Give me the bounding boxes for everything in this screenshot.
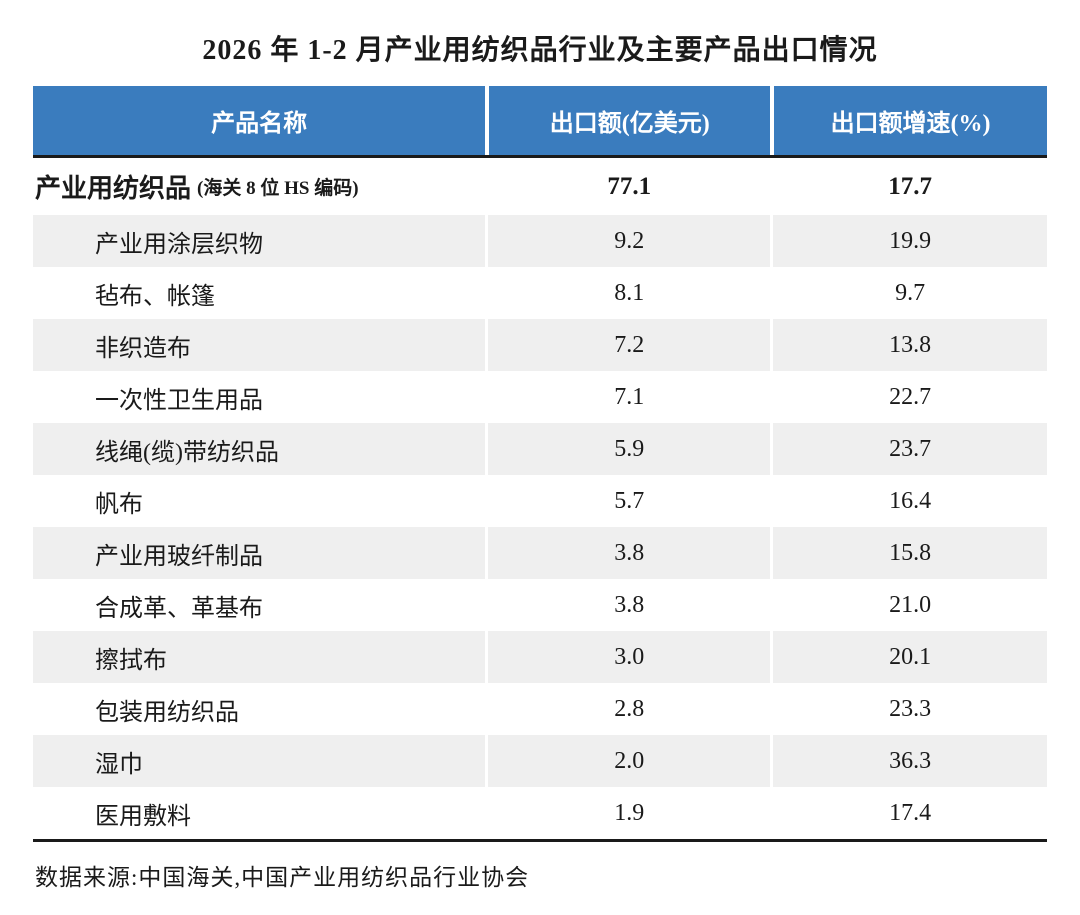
- export-value-cell: 3.0: [485, 631, 770, 683]
- export-value-cell: 2.8: [485, 683, 770, 735]
- table-row: 帆布 5.7 16.4: [33, 475, 1047, 527]
- growth-cell: 22.7: [770, 371, 1047, 423]
- product-name-cell: 包装用纺织品: [95, 699, 239, 726]
- data-source: 数据来源:中国海关,中国产业用纺织品行业协会: [35, 865, 530, 890]
- summary-row: 产业用纺织品 (海关 8 位 HS 编码) 77.1 17.7: [33, 158, 1047, 215]
- growth-cell: 15.8: [770, 527, 1047, 579]
- table-row: 擦拭布 3.0 20.1: [33, 631, 1047, 683]
- product-name-cell: 非织造布: [95, 335, 191, 362]
- growth-cell: 21.0: [770, 579, 1047, 631]
- table-body: 产业用涂层织物 9.2 19.9 毡布、帐篷 8.1 9.7 非织造布 7.2 …: [33, 215, 1047, 839]
- product-name-cell: 产业用涂层织物: [95, 231, 263, 258]
- product-name-cell: 合成革、革基布: [95, 595, 263, 622]
- product-name-cell: 擦拭布: [95, 647, 167, 674]
- summary-note: (海关 8 位 HS 编码): [197, 178, 359, 199]
- growth-cell: 23.3: [770, 683, 1047, 735]
- table-row: 产业用涂层织物 9.2 19.9: [33, 215, 1047, 267]
- growth-cell: 17.4: [770, 787, 1047, 839]
- export-value-cell: 3.8: [485, 579, 770, 631]
- table-row: 毡布、帐篷 8.1 9.7: [33, 267, 1047, 319]
- page-title: 2026 年 1-2 月产业用纺织品行业及主要产品出口情况: [202, 35, 878, 66]
- col-header-growth: 出口额增速(%): [770, 86, 1047, 155]
- product-name-cell: 一次性卫生用品: [95, 387, 263, 414]
- summary-name: 产业用纺织品: [35, 174, 192, 203]
- growth-cell: 19.9: [770, 215, 1047, 267]
- export-value-cell: 5.7: [485, 475, 770, 527]
- export-value-cell: 2.0: [485, 735, 770, 787]
- growth-cell: 16.4: [770, 475, 1047, 527]
- col-header-export-value: 出口额(亿美元): [485, 86, 770, 155]
- growth-cell: 9.7: [770, 267, 1047, 319]
- growth-cell: 20.1: [770, 631, 1047, 683]
- table: 产品名称 出口额(亿美元) 出口额增速(%) 产业用纺织品 (海关 8 位 HS…: [33, 86, 1047, 842]
- table-row: 包装用纺织品 2.8 23.3: [33, 683, 1047, 735]
- export-value-cell: 1.9: [485, 787, 770, 839]
- product-name-cell: 产业用玻纤制品: [95, 543, 263, 570]
- growth-cell: 23.7: [770, 423, 1047, 475]
- export-value-cell: 5.9: [485, 423, 770, 475]
- table-row: 湿巾 2.0 36.3: [33, 735, 1047, 787]
- table-row: 医用敷料 1.9 17.4: [33, 787, 1047, 839]
- col-header-product: 产品名称: [211, 111, 308, 137]
- header-row: 产品名称 出口额(亿美元) 出口额增速(%): [33, 86, 1047, 158]
- product-name-cell: 医用敷料: [95, 803, 191, 830]
- table-row: 一次性卫生用品 7.1 22.7: [33, 371, 1047, 423]
- table-row: 合成革、革基布 3.8 21.0: [33, 579, 1047, 631]
- product-name-cell: 线绳(缆)带纺织品: [95, 439, 279, 466]
- export-value-cell: 9.2: [485, 215, 770, 267]
- export-value-cell: 77.1: [485, 158, 770, 215]
- growth-cell: 17.7: [770, 158, 1047, 215]
- table-row: 线绳(缆)带纺织品 5.9 23.7: [33, 423, 1047, 475]
- table-row: 非织造布 7.2 13.8: [33, 319, 1047, 371]
- export-value-cell: 8.1: [485, 267, 770, 319]
- export-value-cell: 7.1: [485, 371, 770, 423]
- export-value-cell: 7.2: [485, 319, 770, 371]
- product-name-cell: 帆布: [95, 491, 143, 518]
- product-name-cell: 产业用纺织品 (海关 8 位 HS 编码): [33, 158, 485, 215]
- export-value-cell: 3.8: [485, 527, 770, 579]
- product-name-cell: 湿巾: [95, 751, 143, 778]
- product-name-cell: 毡布、帐篷: [95, 283, 215, 310]
- growth-cell: 13.8: [770, 319, 1047, 371]
- table-row: 产业用玻纤制品 3.8 15.8: [33, 527, 1047, 579]
- growth-cell: 36.3: [770, 735, 1047, 787]
